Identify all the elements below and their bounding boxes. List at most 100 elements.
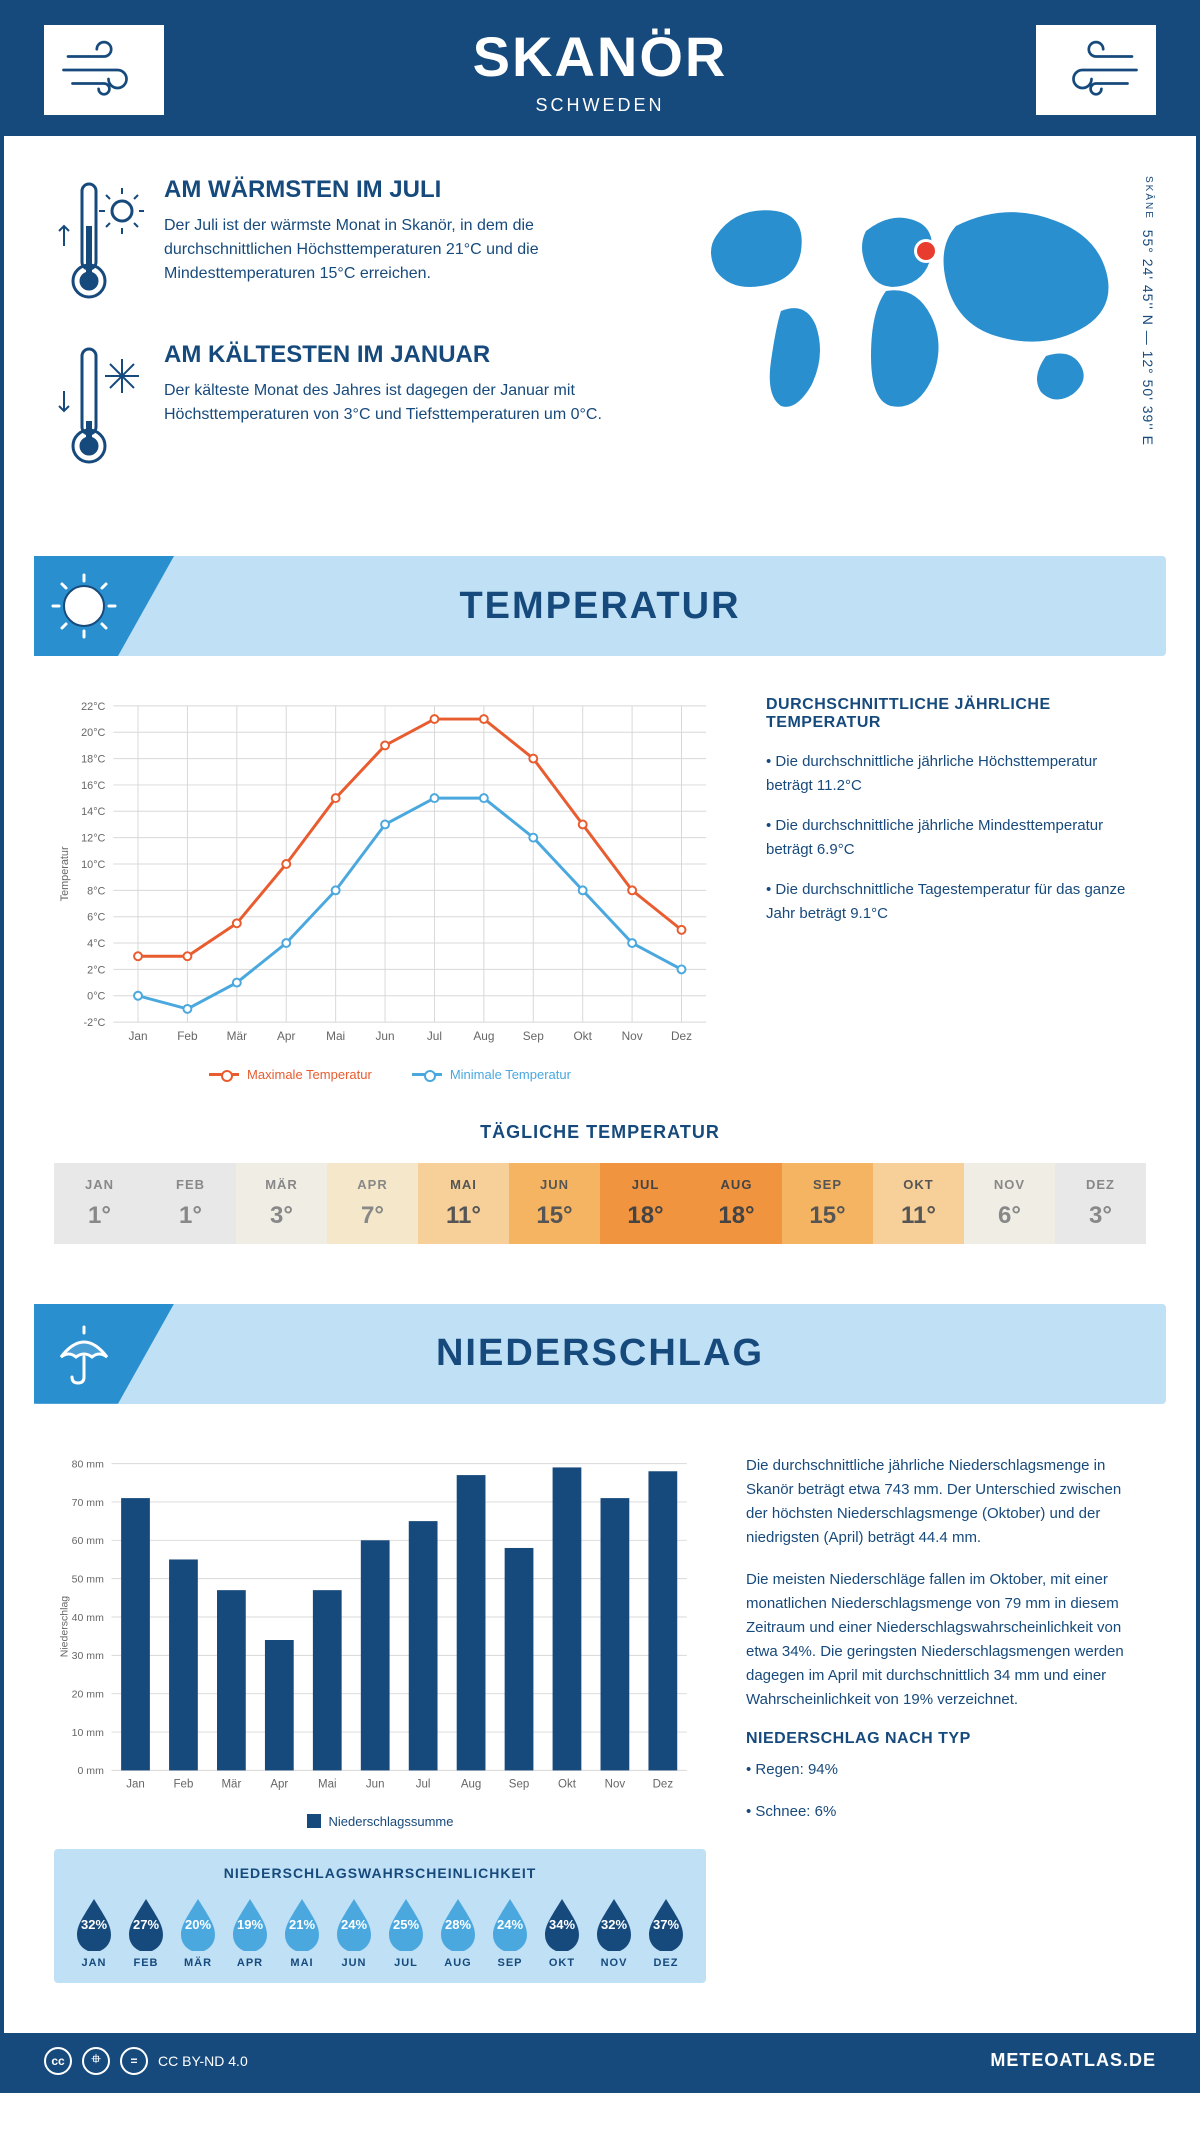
- prob-item: 21% MAI: [276, 1895, 328, 1969]
- precipitation-bar-chart: 0 mm10 mm20 mm30 mm40 mm50 mm60 mm70 mm8…: [54, 1454, 706, 1799]
- svg-text:Apr: Apr: [277, 1029, 295, 1043]
- probability-title: NIEDERSCHLAGSWAHRSCHEINLICHKEIT: [68, 1865, 692, 1881]
- warmest-title: AM WÄRMSTEN IM JULI: [164, 176, 646, 204]
- temperature-title: TEMPERATUR: [459, 585, 740, 628]
- svg-text:20°C: 20°C: [81, 727, 105, 739]
- svg-text:Nov: Nov: [605, 1778, 626, 1790]
- svg-text:70 mm: 70 mm: [72, 1497, 104, 1509]
- daily-temp-title: TÄGLICHE TEMPERATUR: [54, 1122, 1146, 1143]
- temperature-banner: TEMPERATUR: [34, 556, 1166, 656]
- nd-icon: =: [120, 2047, 148, 2075]
- svg-text:Jul: Jul: [416, 1778, 431, 1790]
- temp-cell: NOV6°: [964, 1163, 1055, 1244]
- temp-cell: JUN15°: [509, 1163, 600, 1244]
- intro-section: AM WÄRMSTEN IM JULI Der Juli ist der wär…: [4, 136, 1196, 536]
- license-text: CC BY-ND 4.0: [158, 2053, 248, 2069]
- svg-text:Apr: Apr: [270, 1778, 288, 1790]
- svg-text:Dez: Dez: [653, 1778, 674, 1790]
- svg-text:Aug: Aug: [461, 1778, 481, 1790]
- temp-cell: MAI11°: [418, 1163, 509, 1244]
- coldest-title: AM KÄLTESTEN IM JANUAR: [164, 341, 646, 369]
- raindrop-icon: 25%: [383, 1895, 429, 1951]
- raindrop-icon: 24%: [331, 1895, 377, 1951]
- svg-text:0 mm: 0 mm: [78, 1765, 105, 1777]
- probability-row: 32% JAN 27% FEB 20% MÄR 19% APR: [68, 1895, 692, 1969]
- temp-cell: MÄR3°: [236, 1163, 327, 1244]
- temp-info-title: DURCHSCHNITTLICHE JÄHRLICHE TEMPERATUR: [766, 696, 1146, 732]
- raindrop-icon: 28%: [435, 1895, 481, 1951]
- daily-temp-section: TÄGLICHE TEMPERATUR JAN1°FEB1°MÄR3°APR7°…: [4, 1112, 1196, 1284]
- temp-cell: APR7°: [327, 1163, 418, 1244]
- footer: cc ⯐ = CC BY-ND 4.0 METEOATLAS.DE: [4, 2033, 1196, 2089]
- svg-text:Nov: Nov: [622, 1029, 643, 1043]
- svg-text:Sep: Sep: [523, 1029, 544, 1043]
- temp-cell: JUL18°: [600, 1163, 691, 1244]
- wind-icon-left: [44, 25, 164, 115]
- temperature-info: DURCHSCHNITTLICHE JÄHRLICHE TEMPERATUR •…: [766, 696, 1146, 1082]
- precip-type-2: • Schnee: 6%: [746, 1800, 1146, 1824]
- svg-text:22°C: 22°C: [81, 701, 105, 713]
- precip-para-2: Die meisten Niederschläge fallen im Okto…: [746, 1568, 1146, 1712]
- svg-text:Jun: Jun: [366, 1778, 385, 1790]
- probability-panel: NIEDERSCHLAGSWAHRSCHEINLICHKEIT 32% JAN …: [54, 1849, 706, 1983]
- svg-text:Feb: Feb: [174, 1778, 194, 1790]
- svg-text:Mär: Mär: [227, 1029, 247, 1043]
- prob-item: 27% FEB: [120, 1895, 172, 1969]
- svg-text:50 mm: 50 mm: [72, 1573, 104, 1585]
- prob-item: 32% NOV: [588, 1895, 640, 1969]
- temp-cell: AUG18°: [691, 1163, 782, 1244]
- prob-item: 24% SEP: [484, 1895, 536, 1969]
- raindrop-icon: 32%: [591, 1895, 637, 1951]
- umbrella-icon: [34, 1304, 174, 1404]
- temp-chart-legend: Maximale Temperatur Minimale Temperatur: [54, 1067, 726, 1082]
- precipitation-info: Die durchschnittliche jährliche Niedersc…: [746, 1454, 1146, 1983]
- svg-text:Okt: Okt: [573, 1029, 592, 1043]
- legend-max-label: Maximale Temperatur: [247, 1067, 372, 1082]
- prob-item: 24% JUN: [328, 1895, 380, 1969]
- coldest-text: Der kälteste Monat des Jahres ist dagege…: [164, 379, 646, 427]
- infographic-page: SKANÖR SCHWEDEN AM WÄRMSTEN IM JULI Der …: [0, 0, 1200, 2093]
- svg-text:Mär: Mär: [221, 1778, 241, 1790]
- temperature-line-chart: -2°C0°C2°C4°C6°C8°C10°C12°C14°C16°C18°C2…: [54, 696, 726, 1052]
- temp-bullet-1: • Die durchschnittliche jährliche Höchst…: [766, 750, 1146, 798]
- thermometer-hot-icon: [54, 176, 144, 311]
- svg-text:14°C: 14°C: [81, 806, 105, 818]
- svg-text:6°C: 6°C: [87, 912, 105, 924]
- legend-min-label: Minimale Temperatur: [450, 1067, 571, 1082]
- precip-chart-legend: Niederschlagssumme: [54, 1814, 706, 1829]
- svg-text:40 mm: 40 mm: [72, 1612, 104, 1624]
- svg-text:Feb: Feb: [177, 1029, 198, 1043]
- temp-cell: JAN1°: [54, 1163, 145, 1244]
- svg-text:Mai: Mai: [326, 1029, 345, 1043]
- page-subtitle: SCHWEDEN: [164, 95, 1036, 116]
- precip-type-title: NIEDERSCHLAG NACH TYP: [746, 1730, 1146, 1748]
- page-title: SKANÖR: [164, 24, 1036, 89]
- precip-para-1: Die durchschnittliche jährliche Niedersc…: [746, 1454, 1146, 1550]
- svg-text:Dez: Dez: [671, 1029, 692, 1043]
- wind-icon-right: [1036, 25, 1156, 115]
- svg-text:0°C: 0°C: [87, 991, 105, 1003]
- raindrop-icon: 32%: [71, 1895, 117, 1951]
- warmest-block: AM WÄRMSTEN IM JULI Der Juli ist der wär…: [54, 176, 646, 311]
- precipitation-banner: NIEDERSCHLAG: [34, 1304, 1166, 1404]
- svg-text:-2°C: -2°C: [84, 1017, 106, 1029]
- svg-text:Aug: Aug: [473, 1029, 494, 1043]
- coordinates-label: SKÂNE 55° 24' 45'' N — 12° 50' 39'' E: [1140, 176, 1156, 446]
- precip-type-1: • Regen: 94%: [746, 1758, 1146, 1782]
- raindrop-icon: 37%: [643, 1895, 689, 1951]
- prob-item: 28% AUG: [432, 1895, 484, 1969]
- prob-item: 34% OKT: [536, 1895, 588, 1969]
- thermometer-cold-icon: [54, 341, 144, 476]
- world-map-icon: [686, 176, 1146, 436]
- svg-text:10°C: 10°C: [81, 859, 105, 871]
- precipitation-section: 0 mm10 mm20 mm30 mm40 mm50 mm60 mm70 mm8…: [4, 1434, 1196, 2013]
- sun-icon: [34, 556, 174, 656]
- svg-text:Temperatur: Temperatur: [59, 846, 71, 901]
- cc-icon: cc: [44, 2047, 72, 2075]
- svg-text:Mai: Mai: [318, 1778, 337, 1790]
- warmest-text: Der Juli ist der wärmste Monat in Skanör…: [164, 214, 646, 286]
- svg-text:Jul: Jul: [427, 1029, 442, 1043]
- header: SKANÖR SCHWEDEN: [4, 4, 1196, 136]
- svg-text:Niederschlag: Niederschlag: [58, 1595, 70, 1657]
- precip-legend-label: Niederschlagssumme: [329, 1814, 454, 1829]
